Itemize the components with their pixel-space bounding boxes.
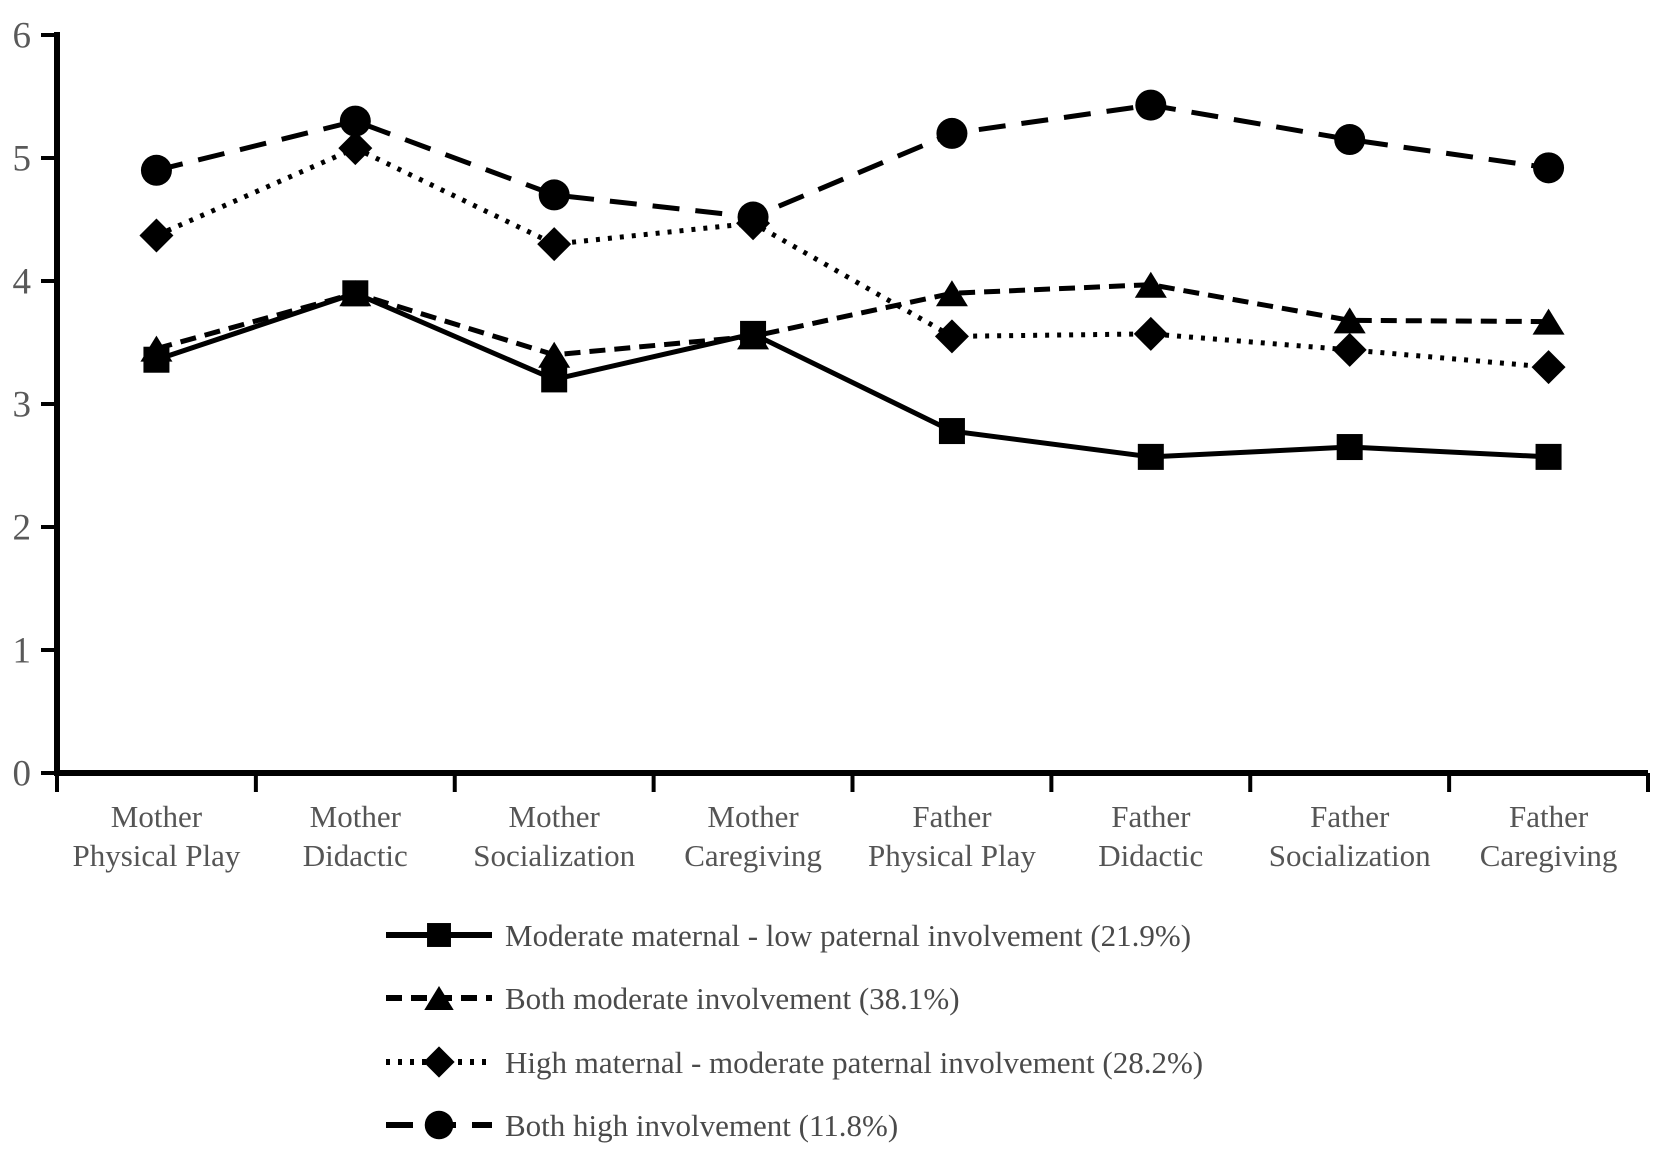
data-point-triangle-marker [1134,271,1167,298]
y-axis-tick-label: 1 [13,631,32,672]
category-label-line2: Physical Play [72,838,240,873]
series-line-circle [155,102,1549,220]
category-label-line2: Caregiving [1480,838,1618,873]
data-point-circle-marker [1334,124,1366,156]
y-axis-tick-label: 4 [13,262,32,303]
data-point-square-marker [1137,443,1164,470]
category-label-line1: Father [1310,799,1390,834]
data-point-circle-marker [339,105,371,137]
data-point-circle-marker [538,179,570,211]
legend-triangle-marker [424,986,454,1010]
data-point-circle-marker [1533,152,1565,184]
data-point-square-marker [1535,443,1562,470]
category-label-line2: Socialization [1269,838,1431,873]
data-point-triangle-marker [538,341,571,368]
data-point-triangle-marker [1333,307,1366,334]
series-line-triangle [155,282,1549,358]
legend-circle-marker [424,1110,454,1140]
data-point-diamond-marker [1332,332,1367,367]
category-label-line2: Socialization [473,838,635,873]
legend-label: Both moderate involvement (38.1%) [505,981,960,1016]
legend-label: Both high involvement (11.8%) [505,1108,898,1143]
category-label-line1: Mother [111,799,203,834]
category-label-line1: Mother [310,799,402,834]
category-label-line2: Caregiving [684,838,822,873]
category-label-line1: Father [1111,799,1191,834]
data-point-circle-marker [737,201,769,233]
y-axis-tick-label: 0 [13,754,32,795]
data-point-triangle-marker [140,335,173,362]
category-label-line1: Father [1509,799,1589,834]
data-point-square-marker [938,418,965,445]
data-point-diamond-marker [139,218,174,253]
category-label-line1: Father [912,799,992,834]
legend-diamond-marker [423,1046,455,1078]
data-point-triangle-marker [935,280,968,307]
data-point-diamond-marker [537,227,572,262]
series-line-square [155,290,1549,460]
data-point-square-marker [1336,434,1363,461]
y-axis-tick-label: 2 [13,508,32,549]
category-label-line1: Mother [707,799,799,834]
data-point-diamond-marker [338,131,373,166]
data-point-diamond-marker [934,319,969,354]
legend-label: High maternal - moderate paternal involv… [505,1045,1203,1080]
data-point-diamond-marker [1133,316,1168,351]
data-point-triangle-marker [737,323,770,350]
series-line-diamond [155,145,1549,370]
category-label-line2: Didactic [1098,838,1203,873]
y-axis-tick-label: 6 [13,16,32,57]
data-point-diamond-marker [1531,350,1566,385]
category-label-line1: Mother [509,799,601,834]
category-label-line2: Physical Play [868,838,1036,873]
data-point-circle-marker [140,154,172,186]
legend-square-marker [427,923,451,947]
data-point-triangle-marker [1532,308,1565,335]
data-point-triangle-marker [339,280,372,307]
y-axis-tick-label: 5 [13,139,32,180]
data-point-circle-marker [936,117,968,149]
y-axis-tick-label: 3 [13,385,32,426]
category-label-line2: Didactic [303,838,408,873]
legend-label: Moderate maternal - low paternal involve… [505,918,1191,953]
data-point-square-marker [541,366,568,393]
data-point-circle-marker [1135,89,1167,121]
